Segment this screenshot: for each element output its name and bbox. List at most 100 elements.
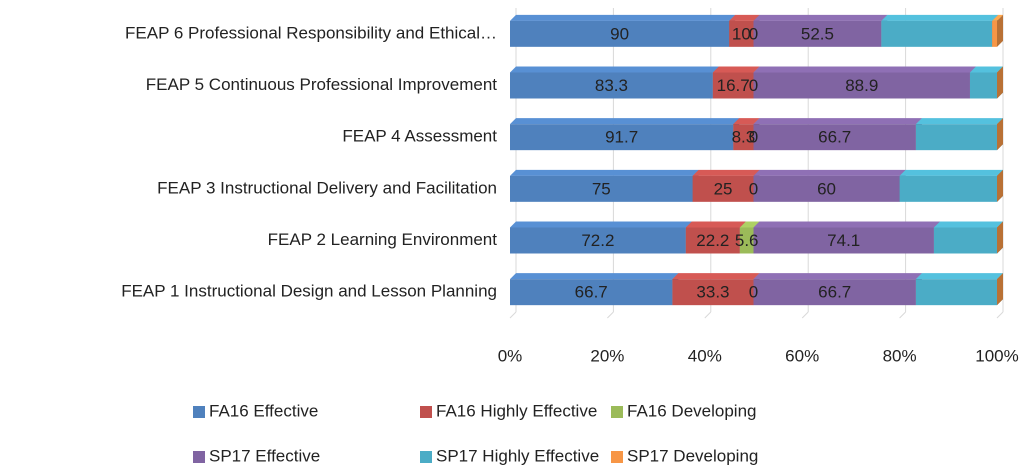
bar-face — [915, 124, 997, 151]
bar-top — [672, 273, 760, 280]
x-tick-label: 40% — [688, 346, 722, 365]
data-label: 5.6 — [735, 231, 759, 250]
bar-top — [510, 14, 736, 21]
grid-line — [801, 311, 809, 319]
y-tick-label: FEAP 2 Learning Environment — [268, 230, 498, 249]
x-tick-label: 80% — [883, 346, 917, 365]
data-label: 90 — [610, 24, 629, 43]
bar-face — [510, 72, 713, 99]
bar-face — [672, 279, 754, 306]
data-label: 22.2 — [696, 231, 729, 250]
bar-face — [510, 124, 734, 151]
bar-top — [899, 169, 1003, 176]
data-label: 0 — [749, 283, 758, 302]
bar-top — [510, 118, 740, 125]
bar-face — [685, 227, 740, 254]
bar-face — [753, 20, 882, 47]
data-label: 33.3 — [696, 283, 729, 302]
bar-top — [753, 273, 922, 280]
data-label: 66.7 — [818, 283, 851, 302]
bar-face — [729, 20, 754, 47]
bar-top — [739, 221, 760, 228]
bar-face — [753, 72, 970, 99]
bar-face — [510, 227, 686, 254]
bar-top — [753, 169, 906, 176]
legend-swatch — [193, 406, 205, 418]
bar-face — [753, 175, 900, 202]
bar-face — [753, 124, 916, 151]
legend-label: FA16 Effective — [209, 401, 318, 420]
legend-swatch — [611, 406, 623, 418]
bar-top — [733, 118, 760, 125]
y-tick-label: FEAP 5 Continuous Professional Improveme… — [146, 75, 497, 94]
bar-top — [510, 66, 719, 73]
bar-top — [510, 169, 699, 176]
legend-label: SP17 Developing — [627, 446, 758, 465]
legend-label: FA16 Developing — [627, 401, 756, 420]
data-label: 91.7 — [605, 128, 638, 147]
bar-top — [729, 14, 760, 21]
data-label: 0 — [749, 24, 758, 43]
data-label: 83.3 — [595, 76, 628, 95]
bar-top — [881, 14, 999, 21]
data-label: 52.5 — [801, 24, 834, 43]
grid-line — [509, 311, 517, 319]
bar-segment — [510, 169, 699, 202]
bar-segment — [992, 14, 1003, 47]
data-label: 60 — [817, 179, 836, 198]
bar-segment — [997, 221, 1003, 254]
bar-segment — [915, 118, 1003, 151]
bar-side — [997, 273, 1003, 306]
bar-face — [739, 227, 754, 254]
bar-face — [712, 72, 754, 99]
bar-top — [753, 221, 940, 228]
data-label: 66.7 — [575, 283, 608, 302]
data-label: 10 — [732, 24, 751, 43]
bar-top — [915, 118, 1003, 125]
bar-top — [510, 221, 692, 228]
bar-face — [510, 279, 673, 306]
bar-top — [992, 14, 1003, 21]
bar-side — [997, 221, 1003, 254]
bar-segment — [899, 169, 1003, 202]
legend-swatch — [420, 451, 432, 463]
bar-segment — [997, 66, 1003, 99]
bar-top — [753, 66, 976, 73]
bar-top — [933, 221, 1003, 228]
bar-face — [753, 227, 934, 254]
legend-swatch — [611, 451, 623, 463]
legend-label: SP17 Highly Effective — [436, 446, 599, 465]
bar-segment — [753, 221, 940, 254]
data-label: 75 — [592, 179, 611, 198]
bar-face — [510, 20, 730, 47]
grid-line — [899, 311, 906, 319]
bar-top — [510, 273, 679, 280]
y-tick-label: FEAP 6 Professional Responsibility and E… — [125, 23, 497, 42]
bar-top — [712, 66, 760, 73]
bar-segment — [915, 273, 1003, 306]
bar-side — [997, 118, 1003, 151]
bar-face — [753, 279, 916, 306]
bar-face — [915, 279, 997, 306]
x-tick-label: 0% — [498, 346, 523, 365]
data-label: 8.3 — [732, 128, 756, 147]
legend-label: SP17 Effective — [209, 446, 320, 465]
bar-segment — [510, 221, 692, 254]
data-label: 66.7 — [818, 128, 851, 147]
legend-label: FA16 Highly Effective — [436, 401, 597, 420]
data-label: 0 — [749, 179, 758, 198]
bar-segment — [997, 118, 1003, 151]
bar-segment — [933, 221, 1003, 254]
bar-segment — [881, 14, 999, 47]
bar-top — [915, 273, 1003, 280]
bar-top — [692, 169, 760, 176]
x-tick-label: 100% — [975, 346, 1018, 365]
bar-top — [685, 221, 746, 228]
grid-line — [996, 311, 1004, 319]
bar-face — [692, 175, 754, 202]
bar-segment — [753, 14, 888, 47]
data-label: 0 — [749, 128, 758, 147]
x-tick-label: 60% — [785, 346, 819, 365]
data-label: 74.1 — [827, 231, 860, 250]
